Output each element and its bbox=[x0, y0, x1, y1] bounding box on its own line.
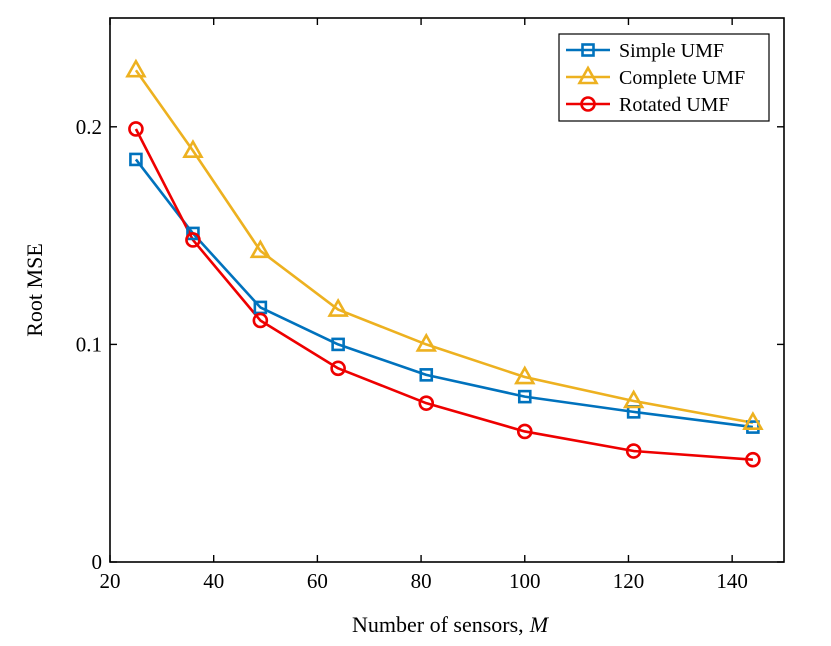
x-tick-label: 120 bbox=[613, 569, 645, 593]
simple-umf-point bbox=[129, 152, 143, 167]
rotated-umf-point bbox=[625, 443, 642, 459]
simple-umf-point bbox=[517, 389, 532, 404]
series-markers bbox=[125, 58, 764, 468]
complete-umf-line bbox=[134, 69, 754, 425]
complete-umf-point bbox=[125, 58, 147, 78]
simple-umf-point bbox=[186, 226, 200, 241]
x-tick-label: 100 bbox=[509, 569, 541, 593]
x-axis-label-variable: M bbox=[529, 612, 550, 637]
legend-marker-rotated-umf bbox=[580, 96, 596, 112]
x-axis-label: Number of sensors, M bbox=[352, 612, 550, 637]
rotated-umf-point bbox=[745, 451, 761, 468]
y-tick-label: 0.1 bbox=[76, 332, 102, 356]
complete-umf-point bbox=[415, 332, 437, 352]
simple-umf-line bbox=[134, 158, 754, 429]
rotated-umf-point bbox=[418, 395, 435, 411]
axes-box bbox=[109, 17, 785, 563]
legend-label-complete-umf: Complete UMF bbox=[619, 67, 745, 89]
tick-labels: 20 40 60 80 100 120 140 0 0.1 0.2 bbox=[76, 115, 748, 593]
x-tick-label: 60 bbox=[307, 569, 328, 593]
rotated-umf-point bbox=[516, 423, 533, 440]
rotated-umf-point bbox=[185, 232, 201, 248]
y-axis-label: Root MSE bbox=[22, 243, 47, 337]
legend: Simple UMF Complete UMF Rotated UMF bbox=[558, 33, 770, 122]
y-tick-label: 0 bbox=[92, 550, 103, 574]
legend-marker-simple-umf bbox=[581, 43, 595, 57]
rotated-umf-line bbox=[134, 128, 753, 462]
x-tick-label: 140 bbox=[716, 569, 748, 593]
simple-umf-point bbox=[331, 337, 345, 352]
legend-label-rotated-umf: Rotated UMF bbox=[619, 94, 730, 116]
complete-umf-point bbox=[514, 365, 536, 385]
rotated-umf-point bbox=[128, 121, 144, 137]
complete-umf-point bbox=[182, 139, 204, 159]
complete-umf-point bbox=[742, 411, 764, 431]
simple-umf-point bbox=[419, 368, 434, 382]
y-tick-label: 0.2 bbox=[76, 115, 102, 139]
simple-umf-point bbox=[746, 420, 760, 434]
series-lines bbox=[134, 69, 754, 462]
x-tick-label: 80 bbox=[411, 569, 432, 593]
x-axis-label-text: Number of sensors, bbox=[352, 612, 524, 637]
legend-label-simple-umf: Simple UMF bbox=[619, 40, 724, 62]
x-tick-label: 40 bbox=[203, 569, 224, 593]
complete-umf-point bbox=[327, 297, 349, 317]
axis-ticks bbox=[109, 18, 784, 563]
complete-umf-point bbox=[249, 239, 272, 259]
x-tick-label: 20 bbox=[100, 569, 121, 593]
rotated-umf-point bbox=[252, 312, 269, 329]
complete-umf-point bbox=[622, 389, 645, 409]
legend-marker-complete-umf bbox=[577, 65, 599, 85]
rotated-umf-point bbox=[330, 360, 346, 377]
